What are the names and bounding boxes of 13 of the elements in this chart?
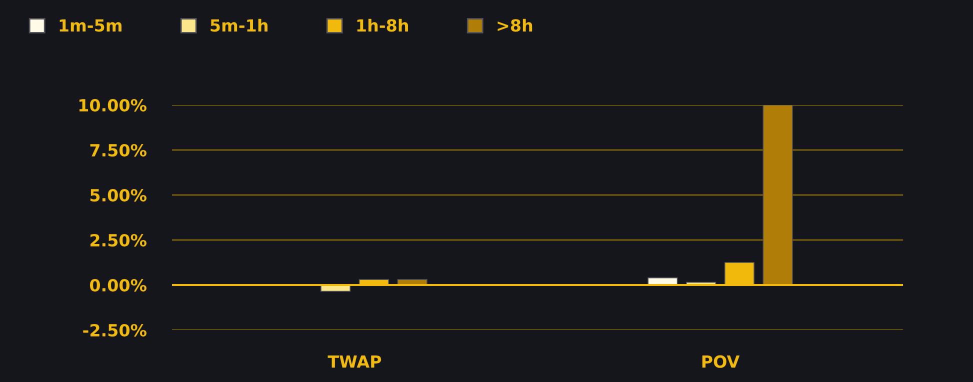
y-tick-label: 7.50% xyxy=(90,144,146,157)
x-tick-label: POV xyxy=(702,355,740,368)
y-tick-label: 5.00% xyxy=(90,188,146,202)
y-tick-label: 2.50% xyxy=(90,234,146,247)
y-tick-label: 10.00% xyxy=(79,98,146,112)
y-tick-label: -2.50% xyxy=(83,324,146,337)
y-tick-label: 0.00% xyxy=(90,278,146,292)
x-tick-label: TWAP xyxy=(328,356,382,368)
legend-label: 1h-8h xyxy=(357,18,408,32)
legend-label: 5m-1h xyxy=(210,18,268,32)
legend-label: 1m-5m xyxy=(60,19,122,32)
legend-label: >8h xyxy=(498,18,532,32)
bar xyxy=(762,105,793,286)
